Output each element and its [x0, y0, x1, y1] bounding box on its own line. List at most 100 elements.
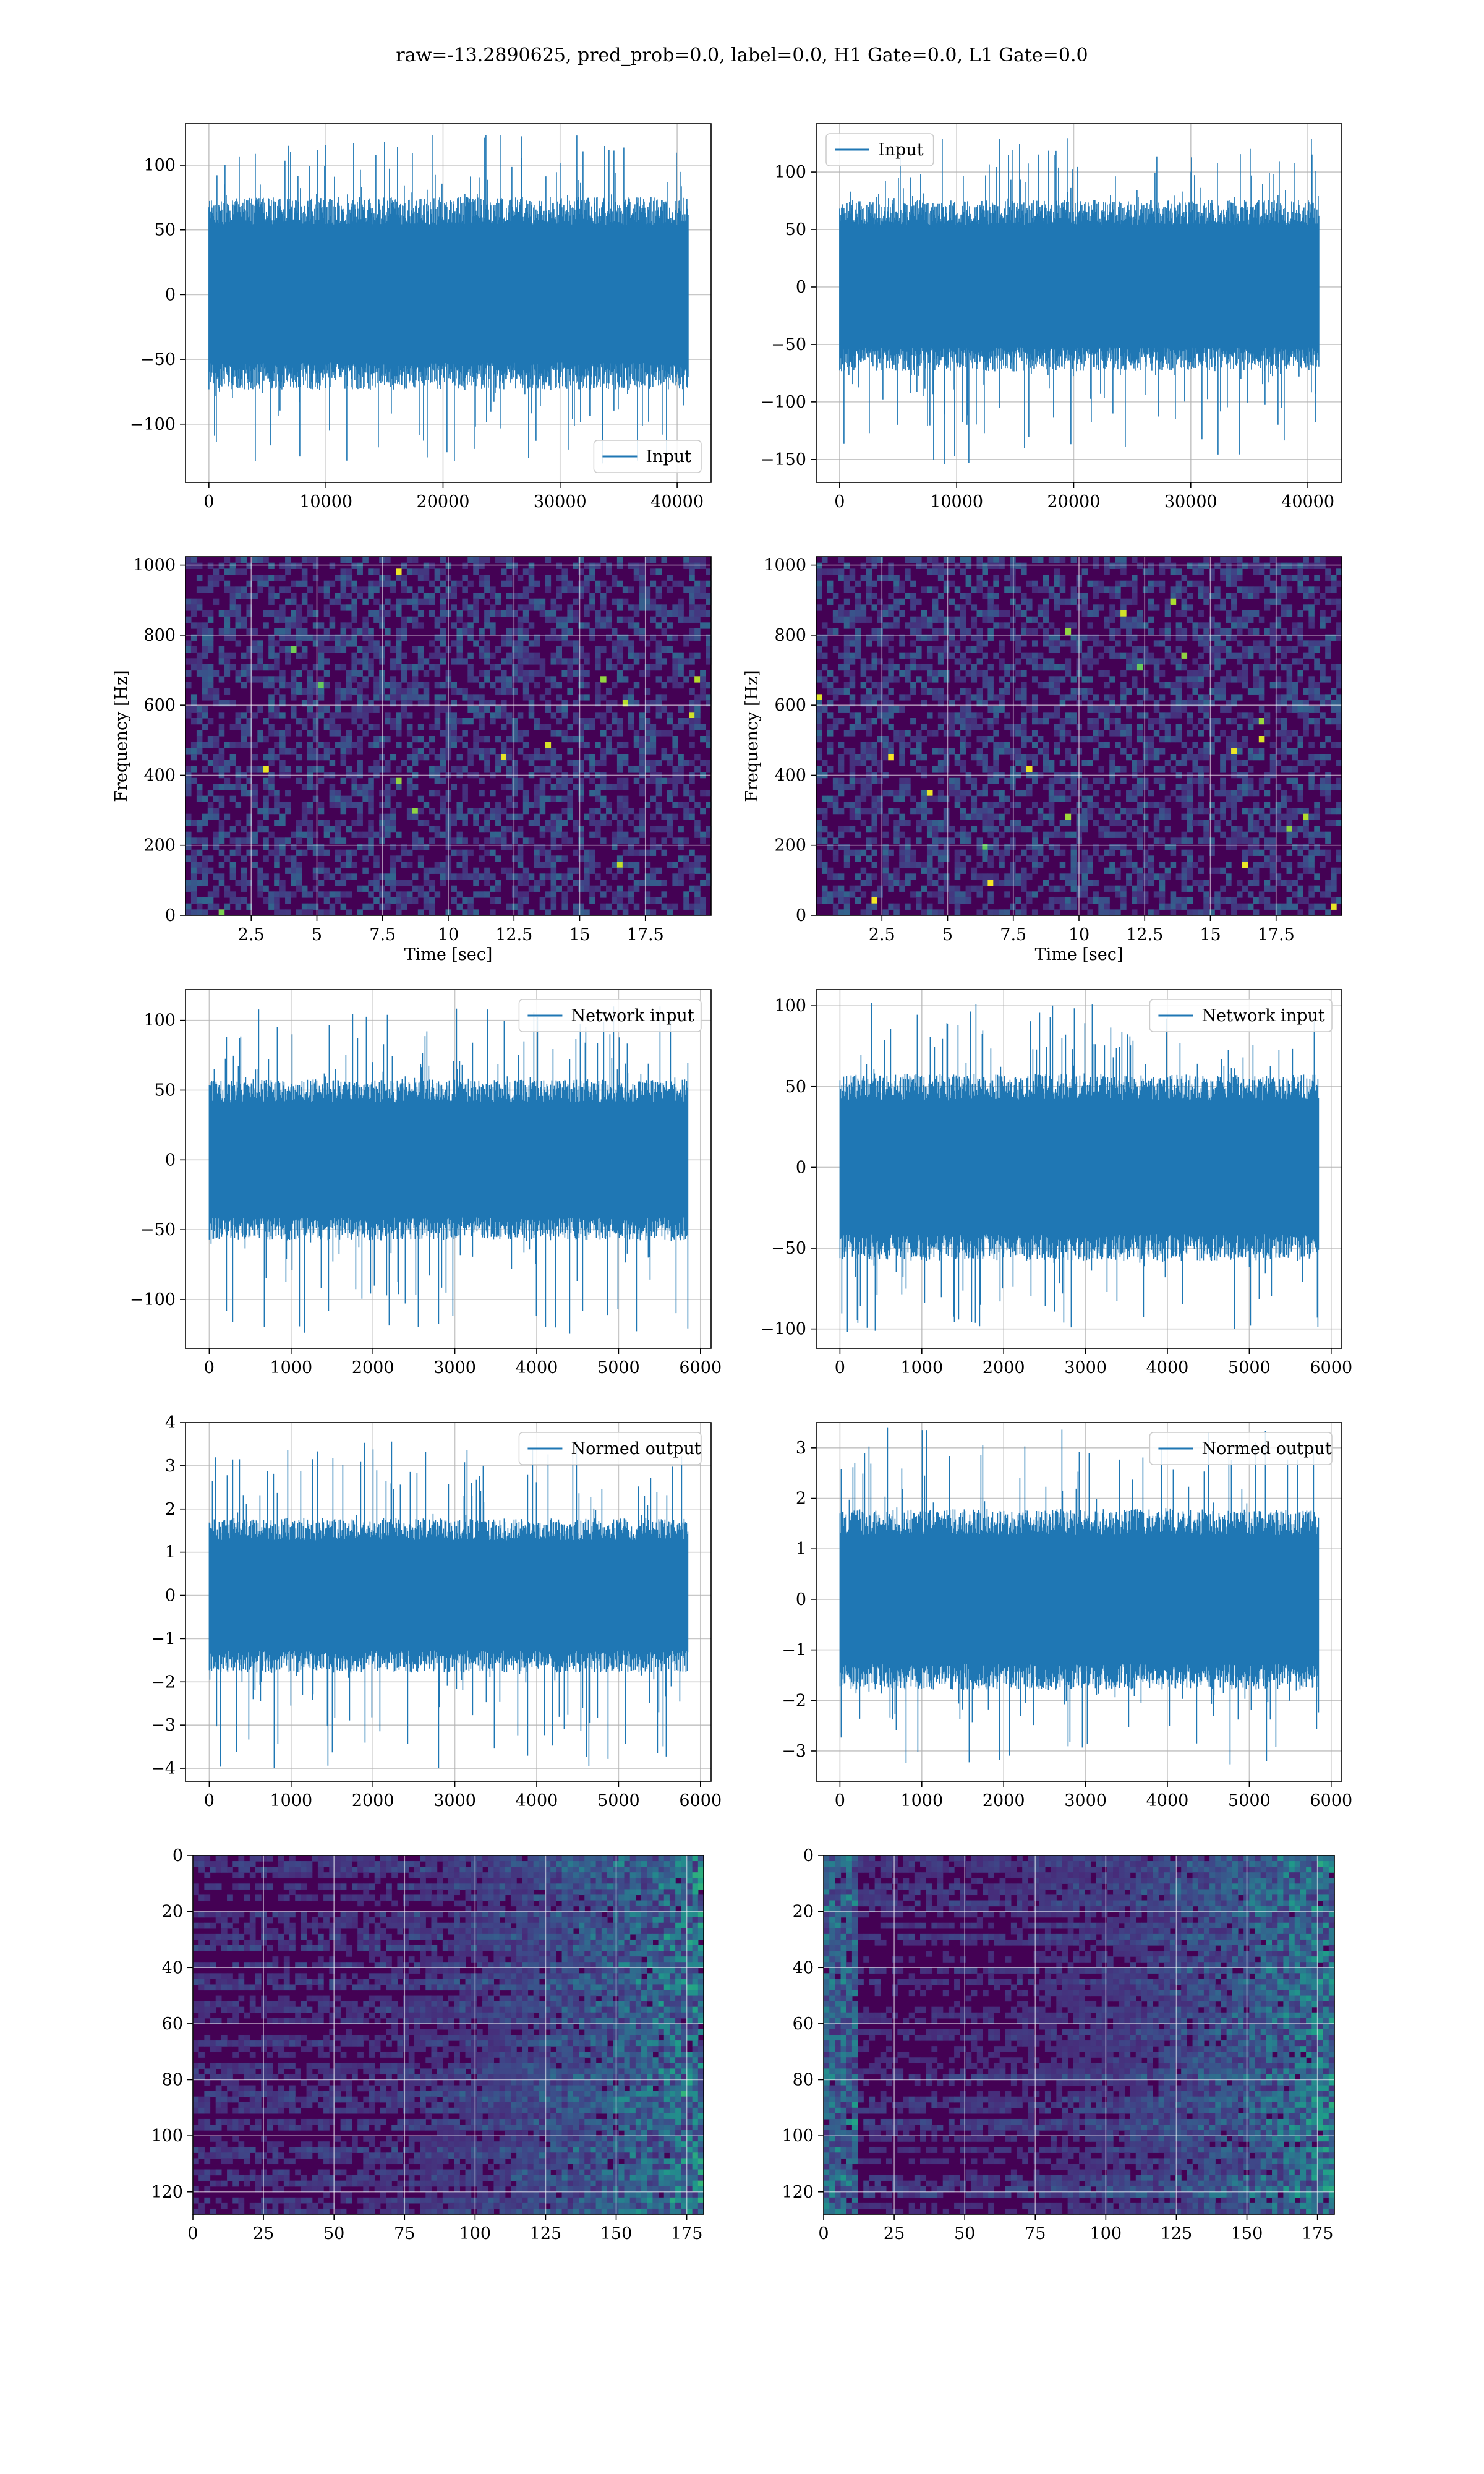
heatmap-cell: [268, 610, 275, 617]
heatmap-cell: [312, 688, 319, 695]
heatmap-cell: [999, 688, 1005, 695]
heatmap-cell: [644, 598, 651, 605]
heatmap-cell: [1258, 813, 1265, 820]
heatmap-cell: [971, 826, 978, 833]
heatmap-cell: [628, 652, 634, 659]
heatmap-cell: [954, 658, 961, 665]
heatmap-cell: [495, 897, 501, 904]
heatmap-cell: [1286, 730, 1293, 737]
heatmap-cell: [434, 586, 441, 593]
heatmap-cell: [495, 712, 501, 719]
heatmap-cell: [1198, 622, 1204, 629]
heatmap-cell: [1170, 736, 1177, 743]
heatmap-cell: [340, 688, 347, 695]
heatmap-cell: [351, 831, 357, 838]
heatmap-cell: [545, 748, 552, 755]
heatmap-cell: [849, 610, 856, 617]
x-tick-label: 40000: [650, 492, 704, 511]
heatmap-cell: [987, 604, 994, 611]
heatmap-cell: [207, 664, 214, 671]
heatmap-cell: [218, 724, 225, 730]
heatmap-cell: [1132, 652, 1138, 659]
heatmap-cell: [390, 682, 396, 689]
heatmap-cell: [1264, 837, 1271, 844]
heatmap-cell: [639, 628, 646, 635]
heatmap-cell: [832, 802, 839, 808]
heatmap-cell: [351, 873, 357, 880]
heatmap-cell: [628, 622, 634, 629]
heatmap-cell: [196, 598, 203, 605]
heatmap-cell: [429, 790, 435, 797]
heatmap-cell: [1297, 575, 1303, 581]
heatmap-cell: [921, 688, 927, 695]
heatmap-cell: [340, 586, 347, 593]
heatmap-cell: [567, 616, 573, 623]
heatmap-cell: [285, 568, 291, 575]
heatmap-cell: [816, 575, 822, 581]
heatmap-cell: [921, 700, 927, 707]
heatmap-cell: [1320, 616, 1326, 623]
heatmap-cell: [1043, 634, 1049, 641]
heatmap-cell: [644, 718, 651, 725]
heatmap-cell: [1153, 670, 1160, 677]
heatmap-cell: [1237, 724, 1243, 730]
heatmap-cell: [279, 849, 286, 856]
heatmap-cell: [1148, 628, 1154, 635]
heatmap-cell: [312, 610, 319, 617]
heatmap-cell: [296, 682, 302, 689]
heatmap-cell: [335, 706, 341, 713]
heatmap-cell: [335, 640, 341, 647]
heatmap-cell: [318, 862, 325, 868]
heatmap-cell: [982, 700, 988, 707]
heatmap-cell: [1031, 694, 1038, 701]
heatmap-cell: [1164, 652, 1171, 659]
heatmap-cell: [196, 562, 203, 569]
heatmap-cell: [866, 586, 872, 593]
heatmap-cell: [241, 826, 247, 833]
heatmap-cell: [910, 593, 916, 599]
heatmap-cell: [417, 808, 424, 815]
heatmap-cell: [1037, 718, 1044, 725]
heatmap-cell: [1170, 682, 1177, 689]
heatmap-cell: [860, 604, 867, 611]
heatmap-cell: [960, 795, 966, 802]
heatmap-cell: [1253, 754, 1260, 761]
heatmap-cell: [451, 712, 458, 719]
heatmap-cell: [501, 784, 507, 790]
heatmap-cell: [1132, 616, 1138, 623]
heatmap-cell: [866, 694, 872, 701]
heatmap-cell: [976, 670, 983, 677]
heatmap-cell: [522, 652, 529, 659]
heatmap-cell: [1159, 712, 1166, 719]
heatmap-cell: [373, 742, 380, 748]
heatmap-cell: [1104, 562, 1110, 569]
heatmap-cell: [213, 575, 220, 581]
heatmap-cell: [385, 831, 391, 838]
heatmap-cell: [401, 575, 407, 581]
y-tick-label: −150: [761, 450, 806, 469]
heatmap-cell: [385, 610, 391, 617]
subplot-spectrogram-h1: 2.5 5 7.5 10 12.5 15 17.502004006008001000Time…: [112, 556, 712, 964]
heatmap-cell: [1286, 694, 1293, 701]
heatmap-cell: [1048, 820, 1055, 826]
heatmap-cell: [689, 575, 695, 581]
heatmap-cell: [943, 730, 950, 737]
heatmap-cell: [1153, 802, 1160, 808]
heatmap-cell: [1043, 640, 1049, 647]
heatmap-cell: [1153, 748, 1160, 755]
heatmap-cell: [307, 844, 313, 850]
heatmap-cell: [567, 795, 573, 802]
heatmap-cell: [899, 580, 905, 587]
heatmap-cell: [1286, 646, 1293, 653]
heatmap-cell: [1292, 628, 1298, 635]
heatmap-cell: [335, 790, 341, 797]
heatmap-cell: [456, 837, 463, 844]
heatmap-cell: [1126, 688, 1132, 695]
heatmap-cell: [1159, 766, 1166, 773]
heatmap-cell: [1109, 813, 1115, 820]
heatmap-cell: [218, 820, 225, 826]
heatmap-cell: [307, 891, 313, 898]
heatmap-cell: [252, 790, 258, 797]
heatmap-cell: [318, 694, 325, 701]
heatmap-cell: [434, 754, 441, 761]
